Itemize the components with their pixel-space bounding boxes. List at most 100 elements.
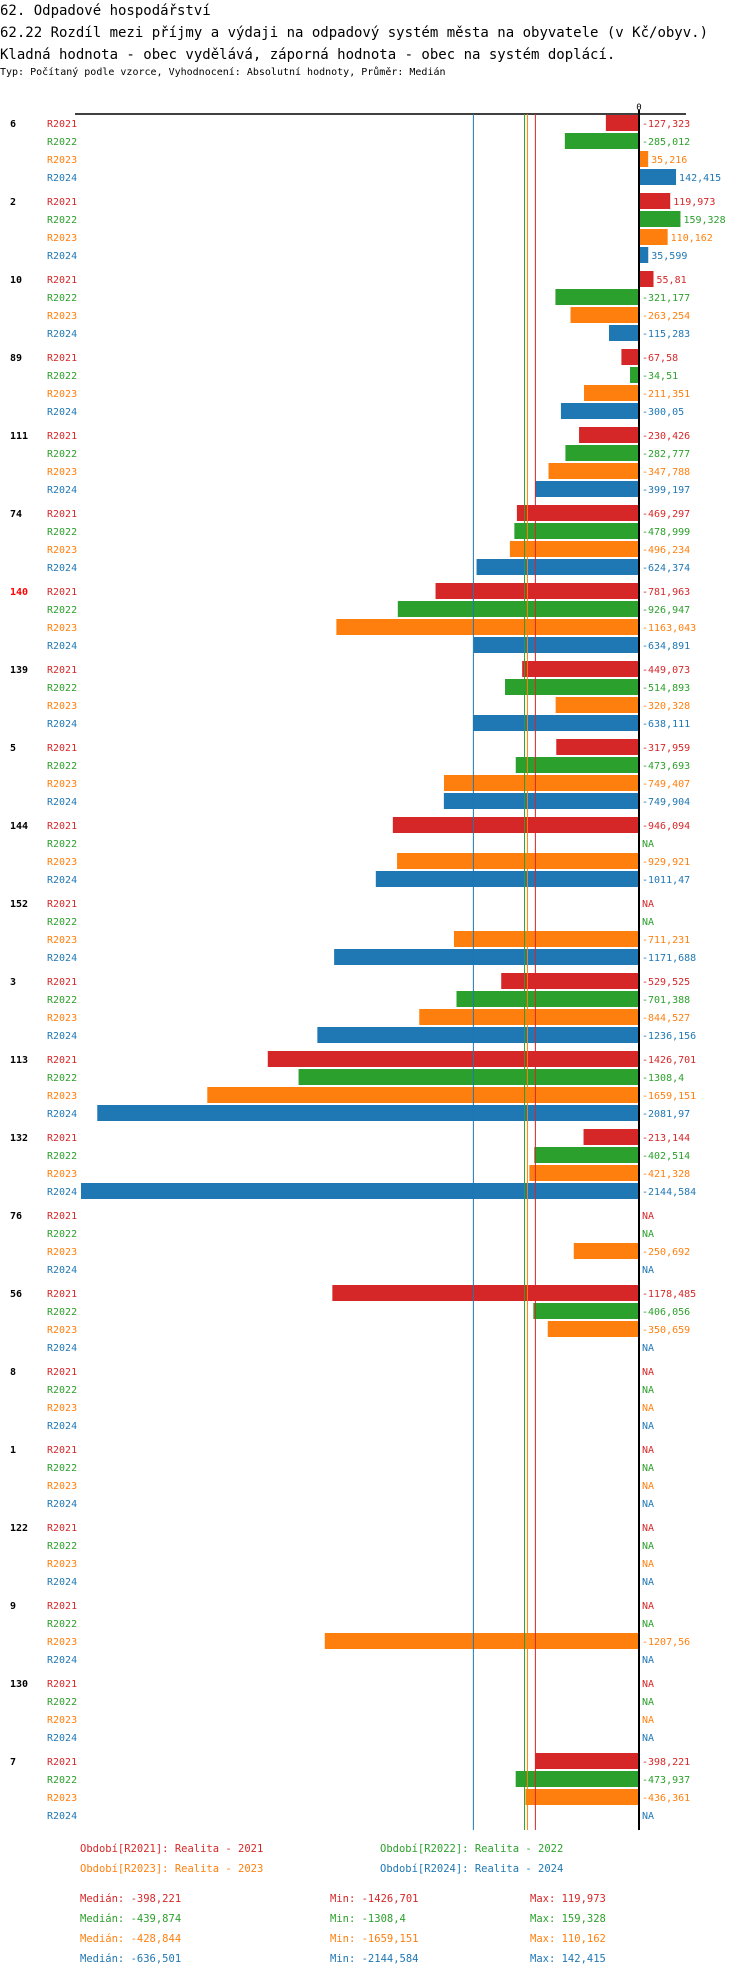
- bar: [535, 1753, 639, 1769]
- series-label: R2022: [47, 293, 77, 304]
- value-label: -230,426: [642, 431, 690, 442]
- series-label: R2022: [47, 1073, 77, 1084]
- value-label: -317,959: [642, 743, 690, 754]
- series-label: R2022: [47, 449, 77, 460]
- value-label: -496,234: [642, 545, 690, 556]
- value-label: -1207,56: [642, 1637, 690, 1648]
- value-label: -929,921: [642, 857, 690, 868]
- series-label: R2023: [47, 857, 77, 868]
- value-label: NA: [642, 1343, 654, 1354]
- value-label: NA: [642, 917, 654, 928]
- value-label: 35,216: [651, 155, 687, 166]
- series-label: R2022: [47, 137, 77, 148]
- group-label: 6: [10, 119, 16, 130]
- group-label: 56: [10, 1289, 22, 1300]
- series-label: R2021: [47, 743, 77, 754]
- stat-median: Medián: -439,874: [80, 1913, 182, 1925]
- bar: [639, 193, 671, 209]
- value-label: -213,144: [642, 1133, 690, 1144]
- indicator-title: 62.22 Rozdíl mezi příjmy a výdaji na odp…: [0, 25, 709, 63]
- series-label: R2023: [47, 1481, 77, 1492]
- series-label: R2021: [47, 1055, 77, 1066]
- bar: [267, 1051, 639, 1067]
- series-label: R2022: [47, 605, 77, 616]
- bar: [639, 151, 649, 167]
- series-label: R2024: [47, 173, 77, 184]
- value-label: NA: [642, 1619, 654, 1630]
- series-label: R2023: [47, 467, 77, 478]
- value-label: -1011,47: [642, 875, 690, 886]
- series-label: R2024: [47, 1109, 77, 1120]
- bar: [583, 1129, 639, 1145]
- series-label: R2024: [47, 1031, 77, 1042]
- series-label: R2024: [47, 1811, 77, 1822]
- bar: [565, 445, 639, 461]
- group-label: 152: [10, 899, 28, 910]
- bar: [456, 991, 639, 1007]
- value-label: NA: [642, 1697, 654, 1708]
- legend-item: Období[R2024]: Realita - 2024: [380, 1863, 564, 1875]
- series-label: R2022: [47, 527, 77, 538]
- group-label: 1: [10, 1445, 16, 1456]
- series-label: R2024: [47, 1733, 77, 1744]
- value-label: -300,05: [642, 407, 684, 418]
- value-label: -1308,4: [642, 1073, 684, 1084]
- value-label: -1171,688: [642, 953, 696, 964]
- stat-max: Max: 142,415: [530, 1953, 606, 1965]
- group-label: 10: [10, 275, 22, 286]
- value-label: 110,162: [671, 233, 713, 244]
- series-label: R2022: [47, 839, 77, 850]
- bar: [529, 1165, 639, 1181]
- series-label: R2022: [47, 1463, 77, 1474]
- series-label: R2021: [47, 1367, 77, 1378]
- series-label: R2024: [47, 953, 77, 964]
- bar: [334, 949, 639, 965]
- bar: [509, 541, 639, 557]
- chart-subtitle: Typ: Počítaný podle vzorce, Vyhodnocení:…: [0, 67, 446, 78]
- value-label: -347,788: [642, 467, 690, 478]
- series-label: R2021: [47, 431, 77, 442]
- value-label: 142,415: [679, 173, 721, 184]
- value-label: NA: [642, 839, 654, 850]
- series-label: R2021: [47, 1523, 77, 1534]
- series-label: R2021: [47, 509, 77, 520]
- series-label: R2024: [47, 641, 77, 652]
- value-label: -115,283: [642, 329, 690, 340]
- group-label: 89: [10, 353, 22, 364]
- series-label: R2022: [47, 1541, 77, 1552]
- series-label: R2021: [47, 1133, 77, 1144]
- value-label: 119,973: [673, 197, 715, 208]
- series-label: R2022: [47, 761, 77, 772]
- value-label: -478,999: [642, 527, 690, 538]
- series-label: R2022: [47, 1697, 77, 1708]
- stat-max: Max: 159,328: [530, 1913, 606, 1925]
- stat-max: Max: 110,162: [530, 1933, 606, 1945]
- series-label: R2024: [47, 1343, 77, 1354]
- value-label: -263,254: [642, 311, 690, 322]
- value-label: -701,388: [642, 995, 690, 1006]
- value-label: -449,073: [642, 665, 690, 676]
- series-label: R2023: [47, 1403, 77, 1414]
- legend-item: Období[R2021]: Realita - 2021: [80, 1843, 264, 1855]
- series-label: R2024: [47, 1577, 77, 1588]
- group-label: 5: [10, 743, 16, 754]
- series-label: R2023: [47, 311, 77, 322]
- series-label: R2021: [47, 1757, 77, 1768]
- value-label: 159,328: [683, 215, 725, 226]
- series-label: R2021: [47, 1601, 77, 1612]
- series-label: R2024: [47, 875, 77, 886]
- series-label: R2022: [47, 683, 77, 694]
- series-label: R2022: [47, 995, 77, 1006]
- legend-item: Období[R2022]: Realita - 2022: [380, 1843, 564, 1855]
- series-label: R2023: [47, 1091, 77, 1102]
- group-label: 140: [10, 587, 28, 598]
- value-label: -399,197: [642, 485, 690, 496]
- bar: [476, 559, 639, 575]
- group-label: 2: [10, 197, 16, 208]
- series-label: R2024: [47, 1655, 77, 1666]
- value-label: NA: [642, 1445, 654, 1456]
- bar: [555, 289, 639, 305]
- series-label: R2023: [47, 779, 77, 790]
- series-label: R2021: [47, 1211, 77, 1222]
- group-label: 132: [10, 1133, 28, 1144]
